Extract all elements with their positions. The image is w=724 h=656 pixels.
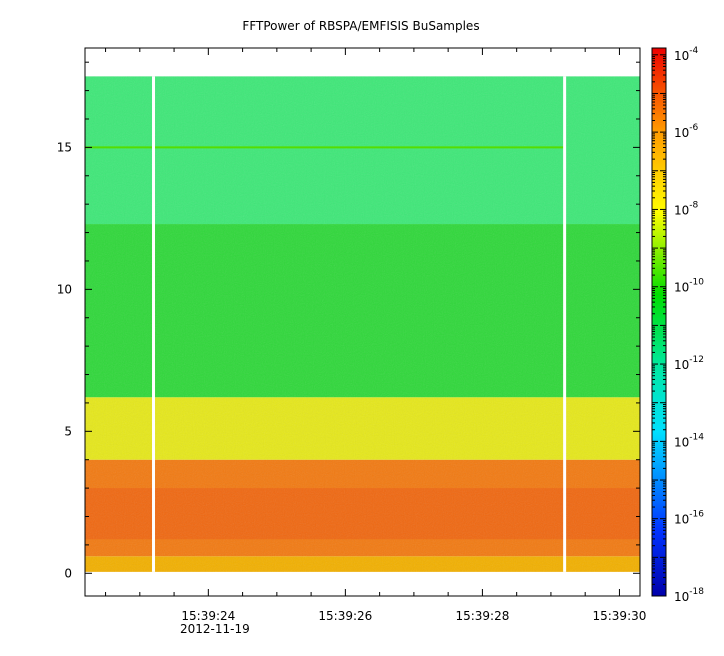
x-axis: 15:39:24 15:39:26 15:39:28 15:39:30 <box>105 48 646 623</box>
colorbar-tick-label: 10-6 <box>674 123 699 140</box>
colorbar-tick-label: 10-16 <box>674 510 704 527</box>
y-axis: 0 5 10 15 <box>57 61 640 580</box>
x-tick-label: 15:39:26 <box>318 609 372 623</box>
spectrogram-noise <box>85 76 640 572</box>
x-tick-label: 15:39:30 <box>592 609 646 623</box>
y-tick-label: 10 <box>57 282 72 296</box>
x-tick-label: 15:39:28 <box>455 609 509 623</box>
y-tick-label: 0 <box>64 566 72 580</box>
x-axis-date-label: 2012-11-19 <box>180 622 250 636</box>
x-tick-label: 15:39:24 <box>181 609 235 623</box>
y-tick-label: 5 <box>64 424 72 438</box>
colorbar-tick-label: 10-8 <box>674 200 699 217</box>
spectrogram-plot <box>85 76 640 572</box>
data-gap <box>563 76 567 572</box>
colorbar-tick-label: 10-12 <box>674 355 704 372</box>
colorbar-tick-label: 10-18 <box>674 587 704 604</box>
data-gap <box>152 76 156 572</box>
colorbar-tick-label: 10-4 <box>674 46 699 63</box>
colorbar-tick-label: 10-10 <box>674 278 704 295</box>
colorbar: 10-18 10-16 10-14 10-12 10-10 10-8 10-6 10-4 <box>651 46 704 604</box>
y-tick-label: 15 <box>57 140 72 154</box>
chart-title: FFTPower of RBSPA/EMFISIS BuSamples <box>242 19 479 33</box>
colorbar-tick-label: 10-14 <box>674 432 704 449</box>
colorbar-gradient <box>651 47 667 597</box>
plot-frame <box>84 47 641 597</box>
